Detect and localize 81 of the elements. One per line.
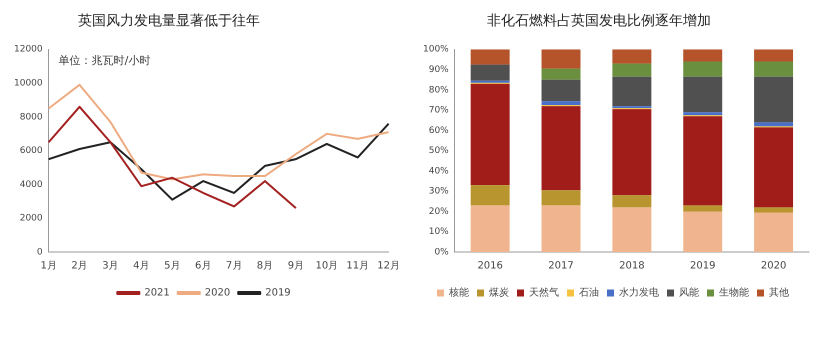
x-tick-label: 2月 bbox=[71, 260, 88, 272]
x-tick-label: 7月 bbox=[226, 260, 242, 272]
bar bbox=[754, 127, 794, 208]
y-tick-label: 10000 bbox=[14, 78, 43, 89]
legend-label: 风能 bbox=[679, 286, 699, 299]
bar bbox=[542, 80, 580, 102]
y-tick-label: 100% bbox=[422, 44, 450, 55]
annotation: 单位：兆瓦时/小时 bbox=[58, 54, 150, 67]
bar bbox=[542, 101, 580, 106]
bar bbox=[683, 116, 722, 206]
bar bbox=[612, 109, 652, 196]
legend-label: 2019 bbox=[265, 288, 291, 299]
y-tick-label: 30% bbox=[428, 186, 450, 197]
y-tick-label: 2000 bbox=[20, 214, 43, 224]
x-tick-label: 3月 bbox=[102, 260, 119, 272]
bar bbox=[470, 49, 510, 65]
bar bbox=[470, 64, 510, 81]
x-tick-label: 1月 bbox=[40, 260, 57, 272]
bar bbox=[612, 207, 652, 252]
bar bbox=[683, 205, 722, 212]
bar bbox=[683, 211, 722, 252]
legend-label: 2020 bbox=[204, 288, 230, 299]
bar bbox=[683, 49, 722, 62]
legend-label: 天然气 bbox=[529, 286, 559, 299]
bar bbox=[754, 122, 794, 126]
legend-label: 2021 bbox=[144, 288, 170, 299]
x-tick-label: 2019 bbox=[690, 260, 716, 272]
y-tick-label: 20% bbox=[428, 206, 450, 217]
y-tick-label: 50% bbox=[428, 146, 450, 156]
bar bbox=[754, 49, 794, 62]
x-tick-label: 8月 bbox=[256, 260, 274, 272]
bar bbox=[470, 84, 510, 186]
x-tick-label: 2017 bbox=[548, 260, 574, 272]
y-tick-label: 0 bbox=[36, 247, 43, 258]
y-tick-label: 40% bbox=[428, 166, 450, 176]
bar bbox=[612, 64, 652, 77]
legend-label: 石油 bbox=[579, 286, 599, 299]
x-tick-label: 9月 bbox=[288, 260, 304, 272]
x-tick-label: 5月 bbox=[164, 260, 180, 272]
bar bbox=[470, 185, 510, 206]
bar bbox=[754, 62, 794, 77]
x-tick-label: 2018 bbox=[619, 260, 645, 272]
bar bbox=[542, 49, 580, 69]
chart-title: 非化石燃料占英国发电比例逐年增加 bbox=[486, 12, 712, 31]
legend-label: 其他 bbox=[769, 286, 789, 299]
bar bbox=[542, 205, 580, 252]
x-tick-label: 10月 bbox=[315, 260, 338, 272]
y-tick-label: 4000 bbox=[20, 180, 43, 190]
bar bbox=[542, 106, 580, 190]
bar bbox=[470, 205, 510, 252]
x-tick-label: 12月 bbox=[377, 260, 400, 272]
y-tick-label: 8000 bbox=[20, 112, 43, 122]
y-tick-label: 0% bbox=[434, 247, 450, 258]
y-tick-label: 10% bbox=[428, 227, 450, 238]
x-tick-label: 2020 bbox=[760, 260, 786, 272]
x-tick-label: 6月 bbox=[194, 260, 212, 272]
legend-label: 生物能 bbox=[719, 286, 749, 299]
y-tick-label: 80% bbox=[428, 85, 450, 96]
legend-label: 煤炭 bbox=[489, 286, 509, 299]
bar bbox=[612, 49, 652, 64]
bar bbox=[683, 62, 722, 77]
x-tick-label: 4月 bbox=[133, 260, 150, 272]
y-tick-label: 6000 bbox=[20, 146, 43, 156]
chart-title: 英国风力发电量显著低于往年 bbox=[77, 12, 261, 31]
bar bbox=[542, 68, 580, 80]
y-tick-label: 70% bbox=[428, 106, 450, 116]
bar bbox=[754, 207, 794, 212]
y-tick-label: 90% bbox=[428, 65, 450, 76]
x-tick-label: 11月 bbox=[346, 260, 370, 272]
bar bbox=[542, 190, 580, 206]
bar bbox=[612, 195, 652, 208]
legend-label: 水力发电 bbox=[619, 286, 659, 299]
bar bbox=[754, 212, 794, 252]
bar bbox=[683, 76, 722, 112]
bar bbox=[612, 76, 652, 106]
y-tick-label: 60% bbox=[428, 126, 450, 136]
legend-label: 核能 bbox=[448, 286, 469, 299]
bar bbox=[754, 76, 794, 122]
y-tick-label: 12000 bbox=[14, 44, 43, 55]
bar bbox=[683, 112, 722, 116]
x-tick-label: 2016 bbox=[477, 260, 503, 272]
